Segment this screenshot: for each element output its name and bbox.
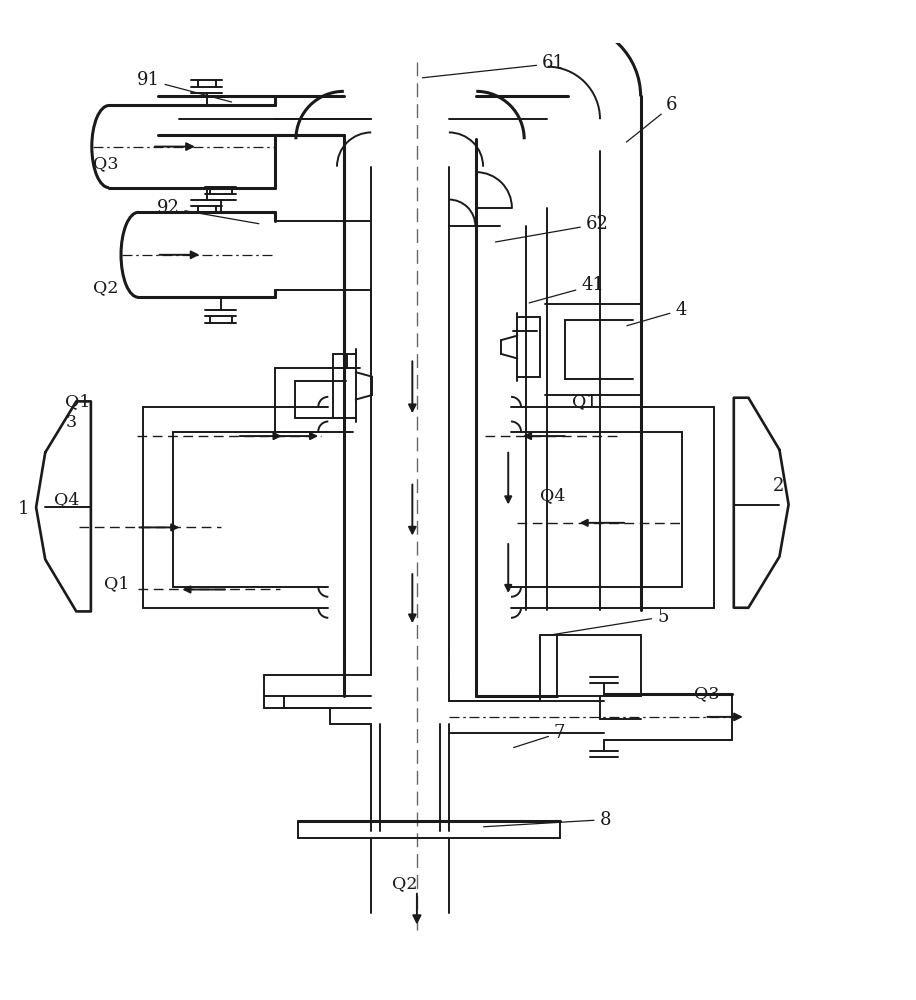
Text: 8: 8	[484, 811, 611, 829]
Text: 1: 1	[17, 500, 29, 518]
Text: 4: 4	[627, 301, 687, 326]
Text: 7: 7	[514, 724, 565, 748]
Text: Q3: Q3	[93, 155, 118, 172]
Text: Q2: Q2	[392, 875, 418, 892]
Text: 92: 92	[157, 199, 259, 224]
Text: Q1: Q1	[104, 576, 129, 593]
Text: Q3: Q3	[693, 685, 719, 702]
Text: 41: 41	[529, 276, 605, 303]
Text: 61: 61	[422, 54, 565, 78]
Text: 5: 5	[552, 608, 669, 635]
Text: 62: 62	[496, 215, 609, 242]
Text: 6: 6	[627, 96, 678, 142]
Text: 3: 3	[65, 414, 76, 431]
Text: Q4: Q4	[54, 491, 80, 508]
Text: 2: 2	[773, 477, 784, 495]
Text: Q1: Q1	[65, 393, 91, 410]
Text: 91: 91	[136, 71, 232, 102]
Text: Q2: Q2	[93, 280, 118, 297]
Text: Q4: Q4	[540, 487, 565, 504]
Text: Q1: Q1	[572, 393, 597, 410]
